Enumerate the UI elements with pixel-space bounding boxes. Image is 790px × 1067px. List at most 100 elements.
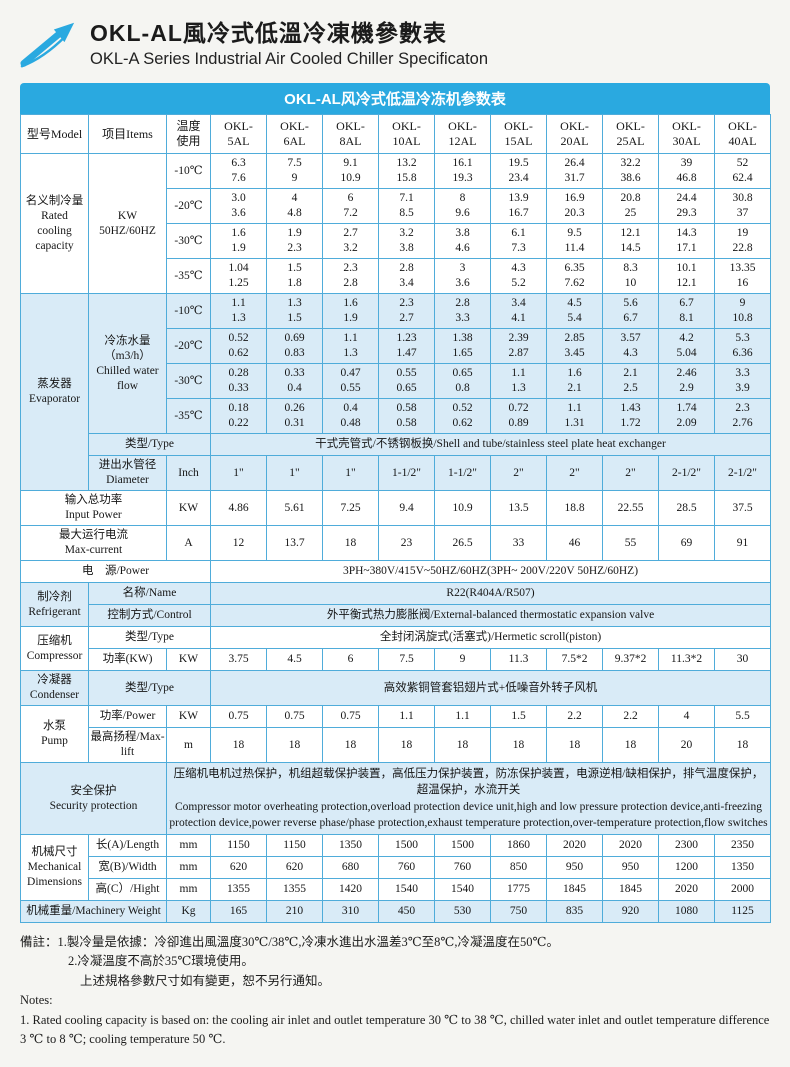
temp-cell: -10℃ (166, 153, 211, 189)
value-cell: 12 (210, 525, 267, 561)
value-cell: 620 (210, 856, 267, 879)
value-cell: 2.2 (602, 705, 659, 728)
value-cell: 835 (546, 900, 603, 923)
table-row: -35℃ 0.18 0.22 0.26 0.31 0.4 0.48 0.58 0.58 0.52 0… (21, 398, 771, 434)
value-cell: 2020 (546, 834, 603, 857)
value-cell: 2.39 2.87 (490, 328, 547, 364)
value-cell: 3.3 3.9 (714, 363, 771, 399)
value-cell: 5.5 (714, 705, 771, 728)
table-row: -30℃ 0.28 0.33 0.33 0.4 0.47 0.55 0.55 0.65 0.65 0… (21, 363, 771, 399)
value-cell: 6 7.2 (322, 188, 379, 224)
brand-arrow-logo-icon (20, 20, 78, 73)
value-cell: 8.3 10 (602, 258, 659, 294)
table-banner: OKL-AL风冷式低温冷冻机参数表 (20, 83, 770, 114)
value-cell: 0.26 0.31 (266, 398, 323, 434)
value-cell: 1-1/2" (434, 455, 491, 491)
table-row: 蒸发器 Evaporator 冷冻水量（m3/h） Chilled water flo… (20, 293, 771, 491)
spec-table: 型号Model 项目Items 温度 使用 OKL- 5AL OKL- 6AL OKL- 8AL O… (20, 114, 771, 923)
table-row: 最大运行电流 Max-current A 12 13.7 18 23 26.5 33 46 55 69… (20, 525, 771, 561)
value-cell: 16.1 19.3 (434, 153, 491, 189)
value-cell: 2.3 2.7 (378, 293, 435, 329)
section-compressor: 压缩机 Compressor (20, 626, 89, 671)
value-cell: 32.2 38.6 (602, 153, 659, 189)
compressor-power-unit: KW (166, 648, 211, 671)
value-cell: 3.57 4.3 (602, 328, 659, 364)
value-cell: 13.5 (490, 490, 547, 526)
table-row: 类型/Type 干式壳管式/不锈钢板换/Shell and tube/stainl… (21, 433, 771, 456)
value-cell: 1" (210, 455, 267, 491)
value-cell: 13.2 15.8 (378, 153, 435, 189)
header-okl-40al: OKL- 40AL (714, 114, 771, 154)
value-cell: 2.2 (546, 705, 603, 728)
note-en-1: 1. Rated cooling capacity is based on: t… (20, 1012, 770, 1046)
value-cell: 13.35 16 (714, 258, 771, 294)
value-cell: 39 46.8 (658, 153, 715, 189)
power-supply-label: 电 源/Power (20, 560, 211, 583)
value-cell: 2020 (658, 878, 715, 901)
value-cell: 1.1 1.3 (490, 363, 547, 399)
value-cell: 6.35 7.62 (546, 258, 603, 294)
value-cell: 69 (658, 525, 715, 561)
pump-maxlift-label: 最高扬程/Max-lift (88, 727, 167, 763)
value-cell: 52 62.4 (714, 153, 771, 189)
value-cell: 18 (434, 727, 491, 763)
temp-cell: -10℃ (166, 293, 211, 329)
value-cell: 4.86 (210, 490, 267, 526)
value-cell: 1540 (378, 878, 435, 901)
temp-cell: -20℃ (166, 188, 211, 224)
value-cell: 9 10.8 (714, 293, 771, 329)
header-okl-25al: OKL- 25AL (602, 114, 659, 154)
header-okl-8al: OKL- 8AL (322, 114, 379, 154)
value-cell: 1150 (266, 834, 323, 857)
value-cell: 23 (378, 525, 435, 561)
header-model: 型号Model (20, 114, 89, 154)
value-cell: 1125 (714, 900, 771, 923)
table-row: -20℃ 3.0 3.6 4 4.8 6 7.2 7.1 8.5 8 9.6 13.9 16.7 16.9… (21, 188, 771, 224)
value-cell: 9.1 10.9 (322, 153, 379, 189)
value-cell: 1845 (602, 878, 659, 901)
value-cell: 210 (266, 900, 323, 923)
value-cell: 1540 (434, 878, 491, 901)
header-okl-20al: OKL- 20AL (546, 114, 603, 154)
value-cell: 2" (602, 455, 659, 491)
table-row: 安全保护 Security protection 压缩机电机过热保护，机组超载保护装… (20, 762, 771, 835)
pump-power-label: 功率/Power (88, 705, 167, 728)
value-cell: 2.3 2.8 (322, 258, 379, 294)
value-cell: 0.72 0.89 (490, 398, 547, 434)
value-cell: 0.69 0.83 (266, 328, 323, 364)
value-cell: 1775 (490, 878, 547, 901)
value-cell: 1080 (658, 900, 715, 923)
value-cell: 9.5 11.4 (546, 223, 603, 259)
value-cell: 2.8 3.4 (378, 258, 435, 294)
value-cell: 10.1 12.1 (658, 258, 715, 294)
value-cell: 37.5 (714, 490, 771, 526)
width-label: 宽(B)/Width (88, 856, 167, 879)
diameter-label: 进出水管径 Diameter (88, 455, 167, 491)
max-current-unit: A (166, 525, 211, 561)
value-cell: 0.75 (322, 705, 379, 728)
value-cell: 1.38 1.65 (434, 328, 491, 364)
value-cell: 18 (714, 727, 771, 763)
table-row: 最高扬程/Max-lift m 18 18 18 18 18 18 18 18 20 18 (21, 727, 771, 763)
table-row: 进出水管径 Diameter Inch 1" 1" 1" 1-1/2" 1-1/2" 2" 2" 2… (21, 455, 771, 491)
table-row: 输入总功率 Input Power KW 4.86 5.61 7.25 9.4 10.9 13.… (20, 490, 771, 526)
machinery-weight-label: 机械重量/Machinery Weight (20, 900, 167, 923)
value-cell: 33 (490, 525, 547, 561)
height-label: 高(C）/Hight (88, 878, 167, 901)
height-unit: mm (166, 878, 211, 901)
table-row: 电 源/Power 3PH~380V/415V~50HZ/60HZ(3PH~ 20… (20, 560, 771, 583)
table-row: 名义制冷量 Rated cooling capacity KW 50HZ/60HZ -10℃… (20, 153, 771, 294)
value-cell: 1-1/2" (378, 455, 435, 491)
value-cell: 18 (490, 727, 547, 763)
value-cell: 30 (714, 648, 771, 671)
header-okl-5al: OKL- 5AL (210, 114, 267, 154)
security-protection-value: 压缩机电机过热保护，机组超载保护装置，高低压力保护装置，防冻保护装置，电源逆相/… (166, 762, 771, 835)
value-cell: 7.5 (378, 648, 435, 671)
section-mechanical-dimensions: 机械尺寸 Mechanical Dimensions (20, 834, 89, 901)
value-cell: 13.7 (266, 525, 323, 561)
value-cell: 0.75 (210, 705, 267, 728)
value-cell: 0.75 (266, 705, 323, 728)
temp-cell: -20℃ (166, 328, 211, 364)
value-cell: 46 (546, 525, 603, 561)
